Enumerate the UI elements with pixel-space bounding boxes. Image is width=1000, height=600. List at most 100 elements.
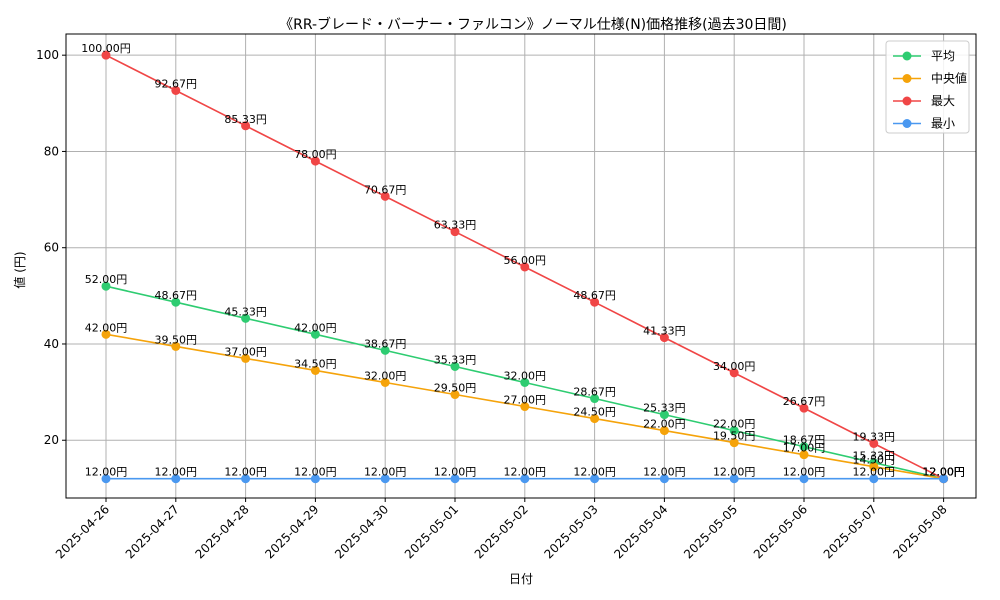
data-label: 29.50円: [434, 382, 477, 395]
data-label: 19.50円: [713, 430, 756, 443]
x-tick-label: 2025-04-28: [193, 502, 252, 561]
data-point: [520, 262, 530, 272]
data-label: 38.67円: [364, 337, 407, 350]
data-point: [799, 474, 809, 484]
data-label: 12.00円: [783, 466, 826, 479]
data-point: [241, 121, 251, 131]
data-label: 25.33円: [643, 402, 686, 415]
data-label: 12.00円: [434, 466, 477, 479]
legend-box: [885, 40, 970, 134]
data-label: 28.67円: [573, 386, 616, 399]
data-point: [590, 474, 600, 484]
data-label: 48.67円: [573, 289, 616, 302]
data-label-layer: 52.00円 48.67円 45.33円 42.00円 38.67円 35.33円 32.0…: [81, 42, 965, 479]
chart-title: 《RR-ブレード・バーナー・ファルコン》ノーマル仕様(N)価格推移(過去30日間…: [279, 16, 787, 33]
data-label: 63.33円: [434, 219, 477, 232]
data-label: 12.00円: [643, 466, 686, 479]
data-label: 85.33円: [224, 113, 267, 126]
data-label: 12.00円: [573, 466, 616, 479]
data-label: 17.00円: [783, 442, 826, 455]
y-tick-label: 80: [44, 144, 59, 158]
data-label: 34.00円: [713, 360, 756, 373]
data-point: [380, 474, 390, 484]
plot-frame: [65, 33, 977, 499]
data-point: [590, 414, 600, 424]
data-point: [101, 281, 111, 291]
x-tick-label: 2025-05-01: [402, 502, 461, 561]
data-point: [450, 474, 460, 484]
data-point: [520, 377, 530, 387]
data-label: 42.00円: [294, 321, 337, 334]
data-label: 37.00円: [224, 345, 267, 358]
data-label: 12.00円: [364, 466, 407, 479]
data-point: [799, 403, 809, 413]
data-label: 12.00円: [922, 466, 965, 479]
x-tick-label: 2025-04-29: [262, 502, 321, 561]
data-label: 12.00円: [85, 466, 128, 479]
data-point: [659, 474, 669, 484]
x-tick-label: 2025-04-26: [53, 502, 112, 561]
data-point: [380, 345, 390, 355]
legend-marker: [902, 96, 912, 106]
data-point: [659, 410, 669, 420]
data-label: 39.50円: [155, 333, 198, 346]
data-point: [590, 394, 600, 404]
x-tick-label: 2025-04-30: [332, 502, 391, 561]
x-tick-label: 2025-04-27: [123, 502, 182, 561]
x-tick-label: 2025-05-05: [681, 502, 740, 561]
data-point: [520, 474, 530, 484]
data-point: [939, 474, 949, 484]
data-point: [380, 191, 390, 201]
x-tick-label: 2025-05-06: [751, 502, 810, 561]
data-label: 92.67円: [155, 77, 198, 90]
data-label: 12.00円: [504, 466, 547, 479]
data-point: [520, 402, 530, 412]
legend-label: 最小: [931, 117, 955, 131]
data-label: 12.00円: [853, 466, 896, 479]
data-label: 12.00円: [224, 466, 267, 479]
data-point: [659, 426, 669, 436]
data-label: 52.00円: [85, 273, 128, 286]
data-point: [729, 368, 739, 378]
legend-marker: [902, 74, 912, 83]
data-point: [799, 450, 809, 460]
data-label: 32.00円: [364, 369, 407, 382]
data-label: 15.33円: [853, 450, 896, 463]
y-axis-label: 値 (円): [12, 251, 27, 288]
data-point: [241, 313, 251, 323]
x-tick-label: 2025-05-04: [611, 502, 670, 561]
data-label: 12.00円: [922, 466, 965, 479]
data-label: 45.33円: [224, 305, 267, 318]
data-label: 22.00円: [713, 418, 756, 431]
data-point: [869, 462, 879, 472]
data-point: [869, 474, 879, 484]
y-tick-label: 60: [44, 241, 59, 255]
data-point: [729, 426, 739, 436]
data-point: [869, 438, 879, 448]
data-point: [171, 341, 181, 351]
data-label: 19.33円: [853, 430, 896, 443]
legend-marker: [902, 51, 912, 61]
data-point: [171, 85, 181, 95]
data-label: 12.00円: [155, 466, 198, 479]
y-tick-label: 40: [44, 337, 59, 351]
x-tick-label: 2025-05-07: [821, 502, 880, 561]
data-label: 14.50円: [853, 454, 896, 467]
data-label: 27.00円: [504, 394, 547, 407]
data-label: 35.33円: [434, 353, 477, 366]
data-point: [241, 474, 251, 484]
data-point: [450, 390, 460, 400]
x-tick-label: 2025-05-03: [542, 502, 601, 561]
data-point: [450, 227, 460, 237]
data-label: 78.00円: [294, 148, 337, 161]
legend-label: 平均: [931, 49, 955, 63]
data-point: [799, 442, 809, 452]
data-point: [310, 156, 320, 166]
data-label: 12.00円: [922, 466, 965, 479]
data-point: [101, 50, 111, 60]
x-tick-label: 2025-05-02: [472, 502, 531, 561]
data-label: 70.67円: [364, 183, 407, 196]
